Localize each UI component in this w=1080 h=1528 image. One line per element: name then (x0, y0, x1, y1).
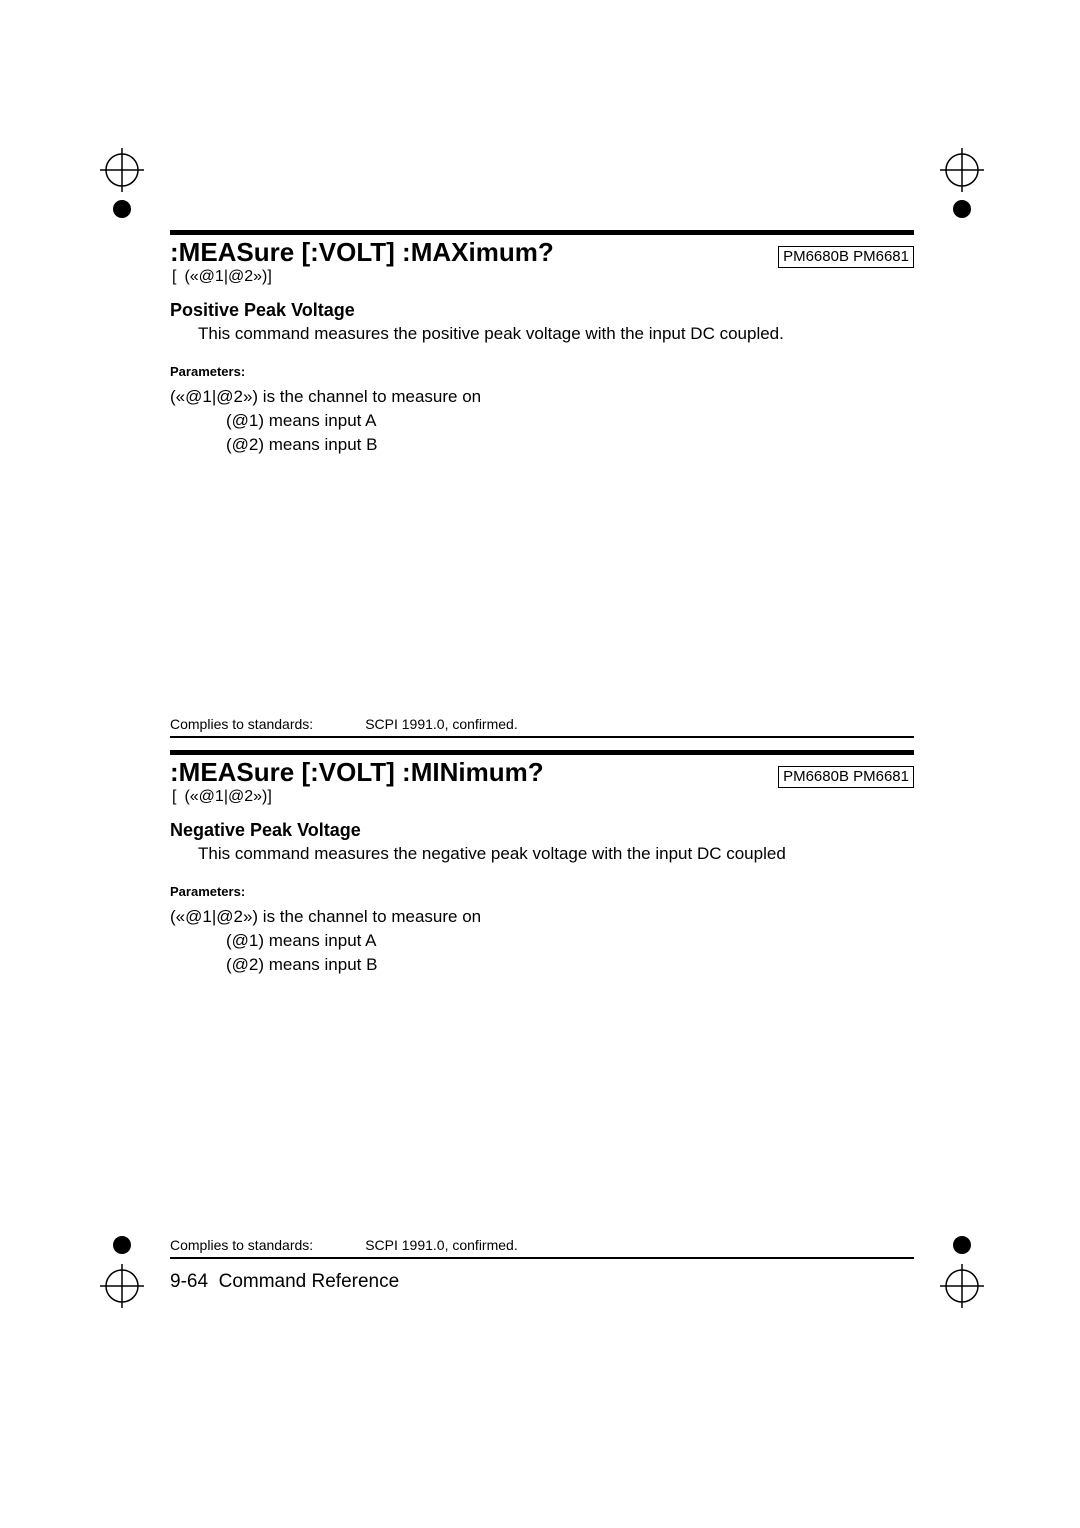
params-line: («@1|@2») is the channel to measure on (170, 385, 914, 409)
parameters-body: («@1|@2») is the channel to measure on (… (170, 905, 914, 976)
syntax-line: [ («@1|@2»)] (170, 788, 914, 806)
description: This command measures the positive peak … (170, 323, 914, 346)
params-line: (@1) means input A (170, 409, 914, 433)
crop-dot-br (953, 1236, 971, 1254)
standards-label: Complies to standards: (170, 716, 313, 732)
standards-row: Complies to standards: SCPI 1991.0, conf… (170, 716, 914, 732)
crop-mark-bl (100, 1264, 144, 1308)
standards-row: Complies to standards: SCPI 1991.0, conf… (170, 1237, 914, 1253)
description: This command measures the negative peak … (170, 843, 914, 866)
command-header: :MEASure [:VOLT] :MAXimum? PM6680B PM668… (170, 237, 914, 268)
section-rule-bottom (170, 736, 914, 738)
standards-value: SCPI 1991.0, confirmed. (365, 1237, 518, 1253)
command-title: :MEASure [:VOLT] :MINimum? (170, 757, 544, 788)
crop-mark-tr (940, 148, 984, 192)
section-rule-top (170, 230, 914, 235)
params-line: (@1) means input A (170, 929, 914, 953)
syntax-line: [ («@1|@2»)] (170, 268, 914, 286)
params-line: («@1|@2») is the channel to measure on (170, 905, 914, 929)
crop-dot-bl (113, 1236, 131, 1254)
section-rule-top (170, 750, 914, 755)
command-header: :MEASure [:VOLT] :MINimum? PM6680B PM668… (170, 757, 914, 788)
standards-value: SCPI 1991.0, confirmed. (365, 716, 518, 732)
params-line: (@2) means input B (170, 433, 914, 457)
product-badge: PM6680B PM6681 (778, 246, 914, 268)
product-badge: PM6680B PM6681 (778, 766, 914, 788)
crop-dot-tl (113, 200, 131, 218)
standards-label: Complies to standards: (170, 1237, 313, 1253)
footer-title: Command Reference (219, 1271, 400, 1292)
parameters-label: Parameters: (170, 364, 914, 379)
subtitle: Negative Peak Voltage (170, 820, 914, 841)
parameters-body: («@1|@2») is the channel to measure on (… (170, 385, 914, 456)
section-rule-bottom (170, 1257, 914, 1259)
page-footer: 9-64 Command Reference (170, 1271, 914, 1293)
parameters-label: Parameters: (170, 884, 914, 899)
params-line: (@2) means input B (170, 953, 914, 977)
crop-mark-br (940, 1264, 984, 1308)
crop-mark-tl (100, 148, 144, 192)
command-title: :MEASure [:VOLT] :MAXimum? (170, 237, 554, 268)
crop-dot-tr (953, 200, 971, 218)
page-number: 9-64 (170, 1271, 208, 1292)
page-content: :MEASure [:VOLT] :MAXimum? PM6680B PM668… (170, 230, 914, 1293)
subtitle: Positive Peak Voltage (170, 300, 914, 321)
